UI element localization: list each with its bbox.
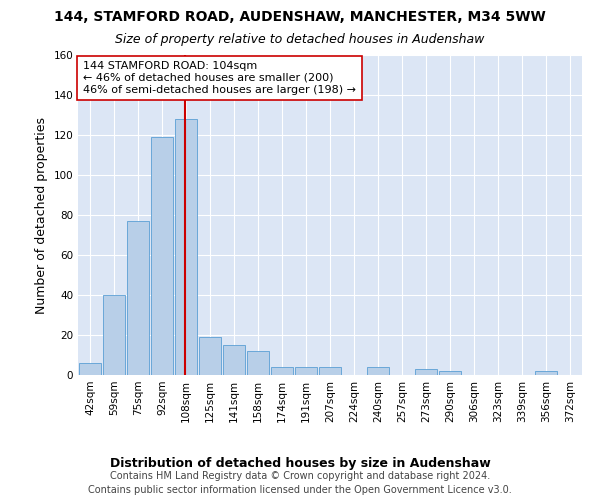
- Bar: [199, 337, 221, 375]
- Text: Contains HM Land Registry data © Crown copyright and database right 2024.
Contai: Contains HM Land Registry data © Crown c…: [88, 471, 512, 495]
- Bar: [175, 119, 197, 375]
- Text: Size of property relative to detached houses in Audenshaw: Size of property relative to detached ho…: [115, 32, 485, 46]
- Text: 144, STAMFORD ROAD, AUDENSHAW, MANCHESTER, M34 5WW: 144, STAMFORD ROAD, AUDENSHAW, MANCHESTE…: [54, 10, 546, 24]
- Bar: [319, 367, 341, 375]
- Y-axis label: Number of detached properties: Number of detached properties: [35, 116, 48, 314]
- Text: Distribution of detached houses by size in Audenshaw: Distribution of detached houses by size …: [110, 458, 490, 470]
- Bar: [79, 363, 101, 375]
- Bar: [415, 369, 437, 375]
- Bar: [151, 137, 173, 375]
- Bar: [367, 367, 389, 375]
- Bar: [103, 295, 125, 375]
- Bar: [535, 371, 557, 375]
- Bar: [247, 351, 269, 375]
- Text: 144 STAMFORD ROAD: 104sqm
← 46% of detached houses are smaller (200)
46% of semi: 144 STAMFORD ROAD: 104sqm ← 46% of detac…: [83, 62, 356, 94]
- Bar: [127, 221, 149, 375]
- Bar: [271, 367, 293, 375]
- Bar: [223, 345, 245, 375]
- Bar: [439, 371, 461, 375]
- Bar: [295, 367, 317, 375]
